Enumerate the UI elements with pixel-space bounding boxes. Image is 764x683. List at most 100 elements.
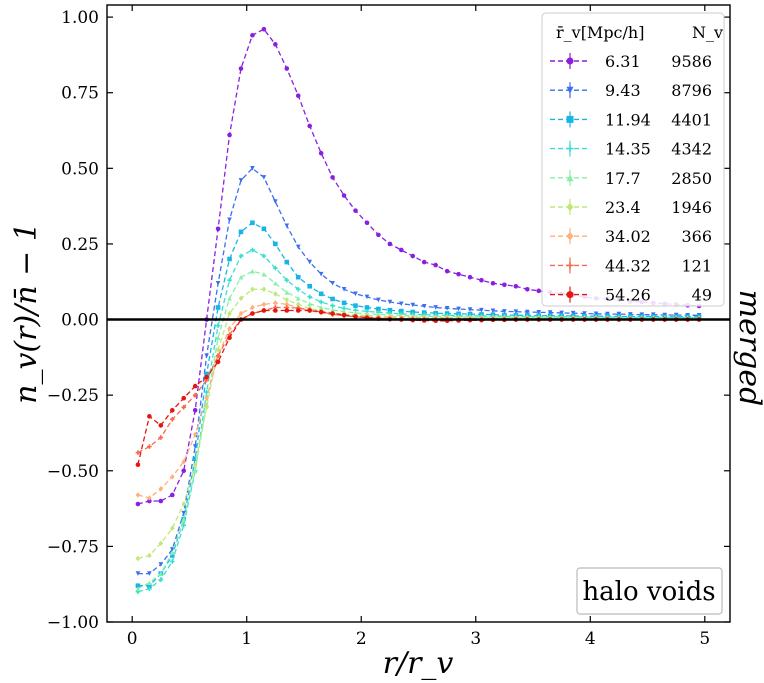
data-point [238, 66, 244, 71]
data-point [238, 229, 244, 235]
data-point [421, 259, 427, 265]
data-point [238, 295, 244, 302]
x-tick-label: 5 [699, 629, 710, 649]
data-point [330, 311, 335, 316]
data-point [536, 309, 542, 315]
data-point [169, 525, 175, 532]
data-point [318, 150, 324, 156]
legend-count: 121 [681, 256, 712, 275]
x-tick-label: 4 [585, 629, 596, 649]
data-point [227, 256, 232, 262]
data-point [273, 241, 278, 247]
data-point [135, 586, 141, 592]
legend-entry: 9.43 8796 [550, 81, 712, 100]
y-tick-label: 1.00 [61, 8, 99, 28]
data-point [135, 555, 141, 562]
side-label: merged [732, 290, 764, 407]
data-point [467, 307, 473, 312]
data-point [147, 495, 152, 501]
data-point [399, 301, 404, 307]
data-point [147, 552, 152, 559]
data-point [250, 247, 255, 253]
y-axis-title: n_v(r)/n̄ − 1 [9, 222, 44, 404]
y-tick-label: 0.25 [61, 235, 99, 255]
data-point [215, 347, 221, 353]
data-point [227, 277, 232, 283]
data-point [158, 486, 164, 492]
data-point [192, 431, 198, 438]
data-point [307, 283, 313, 289]
series-54.26 [135, 308, 702, 468]
legend-marker [566, 232, 574, 241]
data-point [204, 395, 209, 401]
data-point [273, 291, 278, 297]
series-line [137, 302, 700, 499]
series-line [137, 309, 700, 465]
data-point [330, 307, 335, 313]
data-point [318, 271, 324, 277]
data-point [318, 305, 324, 310]
data-point [524, 309, 530, 315]
data-point [238, 253, 244, 259]
data-point [215, 353, 221, 359]
data-point [364, 305, 370, 310]
data-point [353, 303, 358, 308]
data-point [353, 314, 358, 319]
data-point [181, 501, 187, 507]
data-point [513, 309, 519, 314]
data-point [387, 307, 393, 313]
data-point [158, 571, 164, 576]
legend-radius: 44.32 [605, 256, 651, 275]
data-point [261, 271, 267, 277]
data-point [181, 404, 187, 410]
data-point [204, 371, 209, 377]
data-point [444, 268, 450, 274]
data-point [204, 374, 209, 380]
data-point [273, 199, 278, 204]
legend-entry: 44.32 121 [550, 256, 712, 275]
legend-entry: 11.94 4401 [550, 110, 712, 129]
data-point [330, 175, 335, 180]
legend-entry: 6.31 9586 [550, 52, 712, 71]
data-point [227, 325, 232, 332]
data-point [135, 450, 141, 455]
data-point [376, 232, 381, 238]
data-point [158, 435, 164, 440]
y-tick-label: 0.50 [61, 159, 99, 179]
data-point [227, 132, 232, 138]
data-point [261, 253, 267, 259]
data-point [295, 287, 301, 292]
legend-box [541, 12, 725, 307]
data-point [250, 268, 255, 274]
data-point [169, 407, 175, 413]
y-tick-label: −0.25 [47, 386, 99, 406]
series-line [137, 288, 700, 560]
data-point [467, 274, 473, 280]
data-point [181, 468, 187, 474]
data-point [364, 294, 370, 300]
data-point [341, 193, 347, 198]
data-point [238, 274, 244, 280]
legend-header-count: N_v [692, 23, 723, 42]
legend: r̄_v[Mpc/h] N_v 6.31 9586 9.43 8796 11.94 440… [541, 12, 725, 307]
data-point [307, 308, 313, 313]
data-point [250, 220, 255, 226]
plot-frame [106, 4, 731, 623]
y-tick-label: −1.00 [47, 613, 99, 633]
data-point [204, 404, 209, 411]
data-point [158, 540, 164, 547]
data-point [135, 462, 141, 468]
data-point [158, 423, 164, 428]
data-point [147, 444, 152, 449]
data-point [238, 310, 244, 317]
data-point [147, 571, 152, 576]
data-point [261, 175, 267, 180]
data-point [284, 277, 290, 283]
data-point [250, 311, 255, 316]
data-point [192, 407, 198, 413]
data-point [284, 290, 290, 295]
data-point [307, 294, 313, 300]
legend-radius: 23.4 [605, 198, 641, 217]
y-tick-label: −0.50 [47, 462, 99, 482]
x-tick-label: 1 [241, 629, 252, 649]
